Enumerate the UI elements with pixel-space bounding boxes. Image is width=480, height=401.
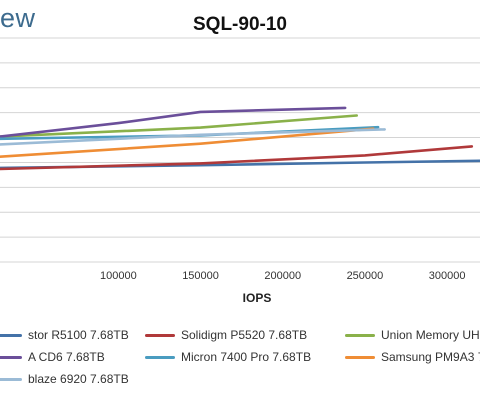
chart-title: SQL-90-10: [193, 14, 287, 35]
series-line-2: [0, 145, 474, 171]
legend-item: Solidigm P5520 7.68TB: [145, 326, 307, 344]
series-line-7: [0, 128, 387, 146]
legend-swatch: [345, 355, 375, 359]
legend-label: stor R5100 7.68TB: [28, 328, 129, 342]
legend-item: stor R5100 7.68TB: [0, 326, 129, 344]
legend-label: blaze 6920 7.68TB: [28, 372, 129, 386]
legend-swatch: [145, 333, 175, 337]
series-line-3: [0, 114, 359, 138]
legend-swatch: [0, 377, 22, 381]
x-tick-label: 100000: [100, 270, 137, 282]
legend-swatch: [345, 333, 375, 337]
series-line-4: [0, 106, 347, 138]
x-axis-ticks: 100000 150000 200000 250000 300000: [100, 270, 465, 282]
x-tick-label: 250000: [347, 270, 384, 282]
legend-label: Solidigm P5520 7.68TB: [181, 328, 308, 342]
legend-label: A CD6 7.68TB: [28, 350, 105, 364]
line-chart: 100000 150000 200000 250000 300000 IOPS: [0, 37, 480, 305]
logo-text: ew: [0, 3, 36, 33]
gridlines: [0, 37, 480, 263]
x-tick-label: 150000: [182, 270, 219, 282]
legend-item: Samsung PM9A3 7.: [345, 348, 480, 366]
legend-label: Union Memory UH8: [381, 328, 480, 342]
legend: stor R5100 7.68TB Solidigm P5520 7.68TB Un…: [0, 318, 480, 401]
series-lines: [0, 106, 480, 171]
legend-item: Micron 7400 Pro 7.68TB: [145, 348, 311, 366]
x-tick-label: 200000: [264, 270, 301, 282]
legend-item: Union Memory UH8: [345, 326, 480, 344]
legend-swatch: [145, 355, 175, 359]
legend-label: Micron 7400 Pro 7.68TB: [181, 350, 312, 364]
legend-swatch: [0, 333, 22, 337]
x-axis-title: IOPS: [243, 291, 272, 305]
legend-item: blaze 6920 7.68TB: [0, 370, 129, 388]
legend-swatch: [0, 355, 22, 359]
legend-item: A CD6 7.68TB: [0, 348, 105, 366]
series-line-6: [0, 127, 375, 158]
legend-label: Samsung PM9A3 7.: [381, 350, 480, 364]
x-tick-label: 300000: [429, 270, 466, 282]
